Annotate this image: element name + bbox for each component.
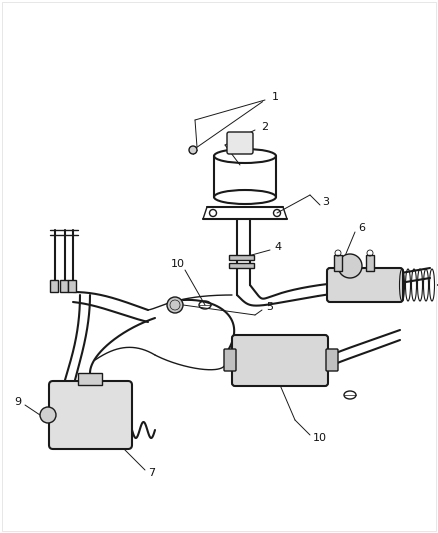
FancyBboxPatch shape [49, 381, 132, 449]
Bar [334, 255, 342, 271]
Text: 4: 4 [275, 242, 282, 252]
Bar [229, 263, 254, 268]
Text: 10: 10 [171, 259, 185, 269]
Circle shape [338, 254, 362, 278]
Bar [68, 280, 76, 292]
Text: 1: 1 [272, 92, 279, 102]
Bar [60, 280, 68, 292]
Circle shape [189, 146, 197, 154]
Bar [78, 373, 102, 385]
FancyBboxPatch shape [326, 349, 338, 371]
Circle shape [167, 297, 183, 313]
Text: 5: 5 [266, 302, 273, 312]
Text: 3: 3 [322, 197, 329, 207]
Text: 6: 6 [358, 223, 365, 233]
Bar [229, 255, 254, 260]
Text: 9: 9 [14, 397, 21, 407]
FancyBboxPatch shape [232, 335, 328, 386]
Circle shape [40, 407, 56, 423]
Text: 10: 10 [313, 433, 327, 443]
Text: 2: 2 [261, 122, 268, 132]
Text: 7: 7 [148, 468, 155, 478]
Bar [366, 255, 374, 271]
FancyBboxPatch shape [327, 268, 403, 302]
FancyBboxPatch shape [227, 132, 253, 154]
FancyBboxPatch shape [224, 349, 236, 371]
Bar [50, 280, 58, 292]
